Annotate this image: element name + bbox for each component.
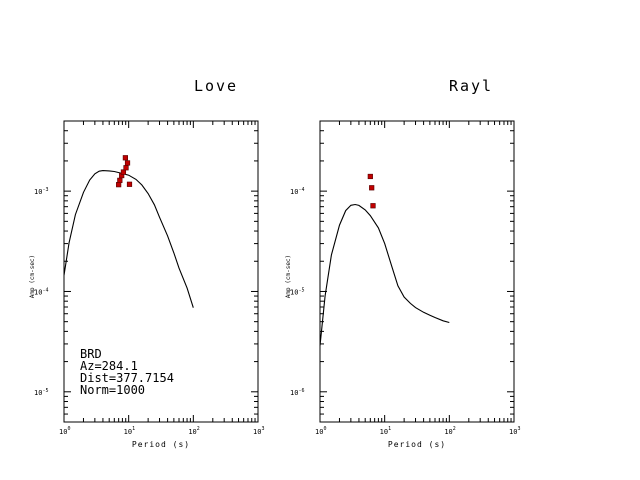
data-point: [369, 185, 375, 191]
x-tick-label: 101: [124, 426, 135, 436]
station-annotation: BRD: [80, 347, 102, 361]
data-point: [370, 203, 376, 209]
plot-frame: [319, 120, 515, 423]
data-point: [126, 181, 133, 187]
panel-love: 100 101 102 103 10-3 10-4 10-5 Love Period (s) Am…: [29, 77, 264, 449]
x-tick-label: 103: [253, 426, 264, 436]
x-axis-label: Period (s): [132, 440, 190, 449]
y-axis-label: Amp (cm-sec): [29, 255, 36, 298]
model-curve: [63, 170, 194, 308]
x-tick-label: 101: [380, 426, 391, 436]
y-tick-label: 10-5: [290, 287, 304, 296]
data-point: [122, 155, 128, 161]
panel-rayl: 100 101 102 103 10-4 10-5 10-6 Rayl Period (s) Am…: [285, 77, 520, 449]
data-point: [367, 173, 373, 180]
data-point: [120, 169, 127, 175]
y-axis-label: Amp (cm-sec): [285, 255, 292, 298]
station-annotation: Norm=1000: [80, 383, 145, 397]
plot-frame: [63, 120, 259, 423]
model-curve: [319, 203, 450, 346]
chart-title: Love: [194, 77, 238, 95]
y-tick-label: 10-3: [34, 187, 48, 196]
data-point: [124, 160, 131, 166]
x-tick-label: 102: [188, 426, 199, 436]
y-tick-label: 10-5: [34, 388, 48, 397]
x-tick-label: 100: [59, 426, 70, 436]
y-tick-label: 10-4: [290, 187, 304, 196]
x-axis-label: Period (s): [388, 440, 446, 449]
station-annotation: Dist=377.7154: [80, 371, 174, 385]
x-tick-label: 103: [509, 426, 520, 436]
chart-title: Rayl: [449, 77, 493, 95]
x-tick-label: 102: [444, 426, 455, 436]
y-tick-label: 10-4: [34, 287, 48, 296]
y-tick-label: 10-6: [290, 388, 304, 397]
data-point: [117, 177, 123, 183]
station-annotation: Az=284.1: [80, 359, 138, 373]
data-point: [123, 165, 129, 171]
data-point: [116, 182, 122, 188]
x-tick-label: 100: [315, 426, 326, 436]
